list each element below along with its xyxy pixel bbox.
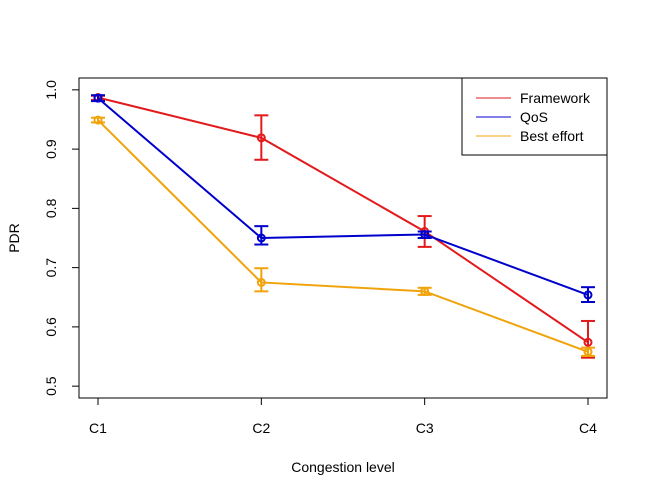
series-line bbox=[97, 119, 589, 353]
y-axis-title: PDR bbox=[6, 223, 22, 253]
data-point bbox=[583, 337, 593, 347]
legend-label: Framework bbox=[520, 90, 591, 106]
data-point bbox=[93, 115, 103, 125]
data-point bbox=[583, 290, 593, 300]
data-point bbox=[420, 286, 430, 296]
y-tick-label: 0.9 bbox=[43, 139, 59, 159]
series-line bbox=[97, 96, 589, 344]
x-axis: C1 C2 C3 C4 bbox=[89, 397, 597, 436]
x-tick-label: C1 bbox=[89, 420, 107, 436]
x-tick-label: C2 bbox=[252, 420, 270, 436]
data-point bbox=[420, 229, 430, 239]
series-qos bbox=[91, 93, 595, 303]
x-tick-label: C4 bbox=[579, 420, 597, 436]
y-tick-label: 0.5 bbox=[43, 376, 59, 396]
y-tick-label: 0.6 bbox=[43, 317, 59, 337]
series-best-effort bbox=[91, 115, 595, 357]
data-point bbox=[583, 347, 593, 357]
series-framework bbox=[91, 93, 595, 359]
x-axis-title: Congestion level bbox=[291, 459, 395, 475]
data-point bbox=[256, 233, 266, 243]
y-tick-label: 0.8 bbox=[43, 198, 59, 218]
series-line bbox=[97, 97, 589, 296]
x-tick-label: C3 bbox=[416, 420, 434, 436]
series-layer bbox=[91, 93, 595, 359]
legend-label: Best effort bbox=[520, 128, 584, 144]
y-tick-label: 0.7 bbox=[43, 258, 59, 278]
legend: Framework QoS Best effort bbox=[461, 77, 608, 156]
data-point bbox=[256, 277, 266, 287]
data-point bbox=[93, 93, 103, 103]
legend-label: QoS bbox=[520, 109, 548, 125]
y-tick-label: 1.0 bbox=[43, 80, 59, 100]
data-point bbox=[256, 133, 266, 143]
y-axis: 0.5 0.6 0.7 0.8 0.9 1.0 bbox=[43, 80, 80, 396]
